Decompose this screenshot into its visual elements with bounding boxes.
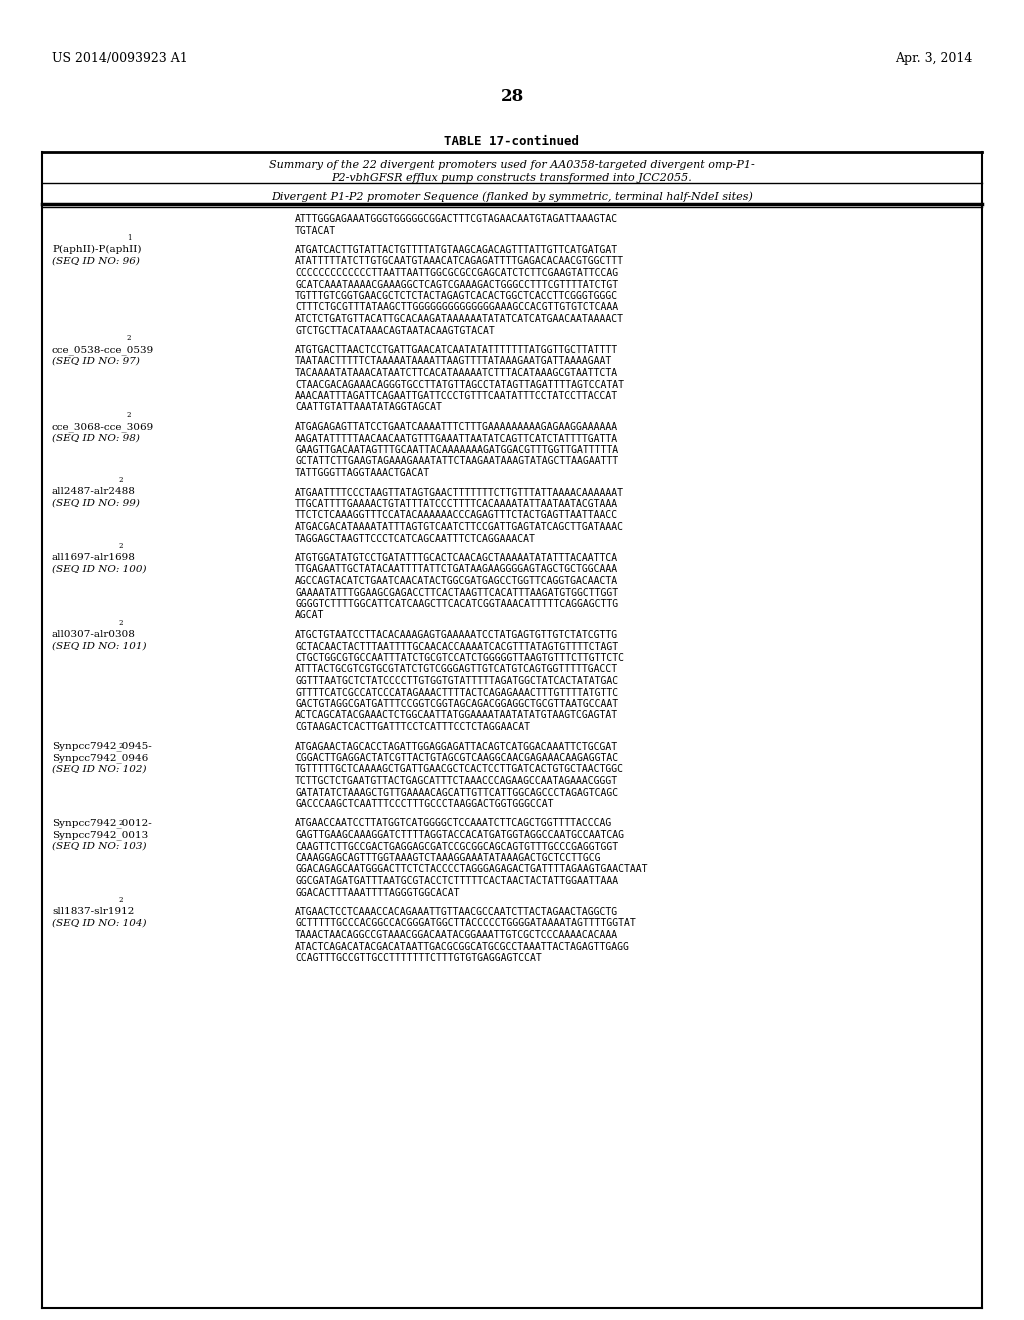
Text: GCTACAACTACTTTAATTTTGCAACACCAAAATCACGTTTATAGTGTTTTCTAGT: GCTACAACTACTTTAATTTTGCAACACCAAAATCACGTTT… xyxy=(295,642,618,652)
Text: CTTTCTGCGTTTATAAGCTTGGGGGGGGGGGGGGAAAGCCACGTTGTGTCTCAAA: CTTTCTGCGTTTATAAGCTTGGGGGGGGGGGGGGAAAGCC… xyxy=(295,302,618,313)
Text: ATACTCAGACATACGACATAATTGACGCGGCATGCGCCTAAATTACTAGAGTTGAGG: ATACTCAGACATACGACATAATTGACGCGGCATGCGCCTA… xyxy=(295,941,630,952)
Text: ATGTGACTTAACTCCTGATTGAACATCAATATATTTTTTTATGGTTGCTTATTTT: ATGTGACTTAACTCCTGATTGAACATCAATATATTTTTTT… xyxy=(295,345,618,355)
Text: GGTTTAATGCTCTATCCCCTTGTGGTGTATTTTTAGATGGCTATCACTATATGAC: GGTTTAATGCTCTATCCCCTTGTGGTGTATTTTTAGATGG… xyxy=(295,676,618,686)
Text: all2487-alr2488: all2487-alr2488 xyxy=(52,487,136,496)
Text: GGACAGAGCAATGGGACTTCTCTACCCCTAGGGAGAGACTGATTTTAGAAGTGAACTAAT: GGACAGAGCAATGGGACTTCTCTACCCCTAGGGAGAGACT… xyxy=(295,865,647,874)
Text: 2: 2 xyxy=(118,543,123,550)
Text: TACAAAATATAAACATAATCTTCACATAAAAATCTTTACATAAAGCGTAATTCTA: TACAAAATATAAACATAATCTTCACATAAAAATCTTTACA… xyxy=(295,368,618,378)
Text: P2-vbhGFSR efflux pump constructs transformed into JCC2055.: P2-vbhGFSR efflux pump constructs transf… xyxy=(332,173,692,183)
Text: 2: 2 xyxy=(119,742,123,750)
Text: cce_3068-cce_3069: cce_3068-cce_3069 xyxy=(52,422,155,432)
Text: all1697-alr1698: all1697-alr1698 xyxy=(52,553,136,562)
Text: GGCGATAGATGATTTAATGCGTACCTCTTTTTCACTAACTACTATTGGAATTAAA: GGCGATAGATGATTTAATGCGTACCTCTTTTTCACTAACT… xyxy=(295,876,618,886)
Text: CAAGTTCTTGCCGACTGAGGAGCGATCCGCGGCAGCAGTGTTTGCCCGAGGTGGT: CAAGTTCTTGCCGACTGAGGAGCGATCCGCGGCAGCAGTG… xyxy=(295,842,618,851)
Text: (SEQ ID NO: 104): (SEQ ID NO: 104) xyxy=(52,919,146,928)
Text: AAGATATTTTTAACAACAATGTTTGAAATTAATATCAGTTCATCTATTTTGATTA: AAGATATTTTTAACAACAATGTTTGAAATTAATATCAGTT… xyxy=(295,433,618,444)
Text: 2: 2 xyxy=(118,619,123,627)
Text: Apr. 3, 2014: Apr. 3, 2014 xyxy=(895,51,972,65)
Text: 2: 2 xyxy=(127,334,131,342)
Text: (SEQ ID NO: 101): (SEQ ID NO: 101) xyxy=(52,642,146,651)
Text: AGCAT: AGCAT xyxy=(295,610,325,620)
Text: GAAAATATTTGGAAGCGAGACCTTCACTAAGTTCACATTTAAGATGTGGCTTGGT: GAAAATATTTGGAAGCGAGACCTTCACTAAGTTCACATTT… xyxy=(295,587,618,598)
Text: Synpcc7942_0013: Synpcc7942_0013 xyxy=(52,830,148,840)
Text: CGGACTTGAGGACTATCGTTACTGTAGCGTCAAGGCAACGAGAAACAAGAGGTAC: CGGACTTGAGGACTATCGTTACTGTAGCGTCAAGGCAACG… xyxy=(295,752,618,763)
Text: 2: 2 xyxy=(118,477,123,484)
Text: Synpcc7942_0946: Synpcc7942_0946 xyxy=(52,752,148,763)
Text: TATTGGGTTAGGTAAACTGACAT: TATTGGGTTAGGTAAACTGACAT xyxy=(295,469,430,478)
Text: 1: 1 xyxy=(127,234,131,242)
Text: GACTGTAGGCGATGATTTCCGGTCGGTAGCAGACGGAGGCTGCGTTAATGCCAAT: GACTGTAGGCGATGATTTCCGGTCGGTAGCAGACGGAGGC… xyxy=(295,700,618,709)
Text: 2: 2 xyxy=(118,896,123,904)
Text: GATATATCTAAAGCTGTTGAAAACAGCATTGTTCATTGGCAGCCCTAGAGTCAGC: GATATATCTAAAGCTGTTGAAAACAGCATTGTTCATTGGC… xyxy=(295,788,618,797)
Text: P(aphII)-P(aphII): P(aphII)-P(aphII) xyxy=(52,246,141,255)
Text: TAAACTAACAGGCCGTAAACGGACAATACGGAAATTGTCGCTCCCAAAACACAAA: TAAACTAACAGGCCGTAAACGGACAATACGGAAATTGTCG… xyxy=(295,931,618,940)
Text: CGTAAGACTCACTTGATTTCCTCATTTCCTCTAGGAACAT: CGTAAGACTCACTTGATTTCCTCATTTCCTCTAGGAACAT xyxy=(295,722,530,733)
Text: GGACACTTTAAATTTTAGGGTGGCACAT: GGACACTTTAAATTTTAGGGTGGCACAT xyxy=(295,887,460,898)
Text: ATGAGAGAGTTATCCTGAATCAAAATTTCTTTGAAAAAAAAAGAGAAGGAAAAAA: ATGAGAGAGTTATCCTGAATCAAAATTTCTTTGAAAAAAA… xyxy=(295,422,618,432)
Text: TGTTTGTCGGTGAACGCTCTCTACTAGAGTCACACTGGCTCACCTTCGGGTGGGC: TGTTTGTCGGTGAACGCTCTCTACTAGAGTCACACTGGCT… xyxy=(295,290,618,301)
Text: ACTCAGCATACGAAACTCTGGCAATTATGGAAAATAATATATGTAAGTCGAGTAT: ACTCAGCATACGAAACTCTGGCAATTATGGAAAATAATAT… xyxy=(295,710,618,721)
Text: AGCCAGTACATCTGAATCAACATACTGGCGATGAGCCTGGTTCAGGTGACAACTA: AGCCAGTACATCTGAATCAACATACTGGCGATGAGCCTGG… xyxy=(295,576,618,586)
Text: GAGTTGAAGCAAAGGATCTTTTAGGTACCACATGATGGTAGGCCAATGCCAATCAG: GAGTTGAAGCAAAGGATCTTTTAGGTACCACATGATGGTA… xyxy=(295,830,624,840)
Text: Synpcc7942_0012-: Synpcc7942_0012- xyxy=(52,818,152,828)
Text: GACCCAAGCTCAATTTCCCTTTGCCCTAAGGACTGGTGGGCCAT: GACCCAAGCTCAATTTCCCTTTGCCCTAAGGACTGGTGGG… xyxy=(295,799,554,809)
Text: (SEQ ID NO: 100): (SEQ ID NO: 100) xyxy=(52,565,146,573)
Text: CTGCTGGCGTGCCAATTTATCTGCGTCCATCTGGGGGTTAAGTGTTTCTTGTTCTC: CTGCTGGCGTGCCAATTTATCTGCGTCCATCTGGGGGTTA… xyxy=(295,653,624,663)
Text: ATCTCTGATGTTACATTGCACAAGATAAAAAATATATCATCATGAACAATAAAACT: ATCTCTGATGTTACATTGCACAAGATAAAAAATATATCAT… xyxy=(295,314,624,323)
Text: Synpcc7942_0945-: Synpcc7942_0945- xyxy=(52,742,152,751)
Text: ATTTACTGCGTCGTGCGTATCTGTCGGGAGTTGTCATGTCAGTGGTTTTTGACCT: ATTTACTGCGTCGTGCGTATCTGTCGGGAGTTGTCATGTC… xyxy=(295,664,618,675)
Text: ATATTTTTATCTTGTGCAATGTAAACATCAGAGATTTTGAGACACAACGTGGCTTT: ATATTTTTATCTTGTGCAATGTAAACATCAGAGATTTTGA… xyxy=(295,256,624,267)
Text: CAAAGGAGCAGTTTGGTAAAGTCTAAAGGAAATATAAAGACTGCTCCTTGCG: CAAAGGAGCAGTTTGGTAAAGTCTAAAGGAAATATAAAGA… xyxy=(295,853,600,863)
Text: (SEQ ID NO: 102): (SEQ ID NO: 102) xyxy=(52,764,146,774)
Text: TABLE 17-continued: TABLE 17-continued xyxy=(444,135,580,148)
Text: (SEQ ID NO: 103): (SEQ ID NO: 103) xyxy=(52,842,146,850)
Text: TTGAGAATTGCTATACAATTTTATTCTGATAAGAAGGGGAGTAGCTGCTGGCAAA: TTGAGAATTGCTATACAATTTTATTCTGATAAGAAGGGGA… xyxy=(295,565,618,574)
Text: US 2014/0093923 A1: US 2014/0093923 A1 xyxy=(52,51,187,65)
Text: TAATAACTTTTTCTAAAAATAAAATTAAGTTTTATAAAGAATGATTAAAAGAAT: TAATAACTTTTTCTAAAAATAAAATTAAGTTTTATAAAGA… xyxy=(295,356,612,367)
Text: sll1837-slr1912: sll1837-slr1912 xyxy=(52,907,134,916)
Text: Divergent P1-P2 promoter Sequence (flanked by symmetric, terminal half-NdeI site: Divergent P1-P2 promoter Sequence (flank… xyxy=(271,191,753,202)
Text: ATTTGGGAGAAATGGGTGGGGGCGGACTTTCGTAGAACAATGTAGATTAAAGTAC: ATTTGGGAGAAATGGGTGGGGGCGGACTTTCGTAGAACAA… xyxy=(295,214,618,224)
Text: all0307-alr0308: all0307-alr0308 xyxy=(52,630,136,639)
Text: ATGCTGTAATCCTTACACAAAGAGTGAAAAATCCTATGAGTGTTGTCTATCGTTG: ATGCTGTAATCCTTACACAAAGAGTGAAAAATCCTATGAG… xyxy=(295,630,618,640)
Text: (SEQ ID NO: 96): (SEQ ID NO: 96) xyxy=(52,256,140,265)
Text: 28: 28 xyxy=(501,88,523,106)
Text: CTAACGACAGAAACAGGGTGCCTTATGTTAGCCTATAGTTAGATTTTAGTCCATAT: CTAACGACAGAAACAGGGTGCCTTATGTTAGCCTATAGTT… xyxy=(295,380,624,389)
Text: GCTATTCTTGAAGTAGAAAGAAATATTCTAAGAATAAAGTATAGCTTAAGAATTT: GCTATTCTTGAAGTAGAAAGAAATATTCTAAGAATAAAGT… xyxy=(295,457,618,466)
Text: GCTTTTTGCCCACGGCCACGGGATGGCTTACCCCCTGGGGATAAAATAGTTTTGGTAT: GCTTTTTGCCCACGGCCACGGGATGGCTTACCCCCTGGGG… xyxy=(295,919,636,928)
Text: GTCTGCTTACATAAACAGTAATACAAGTGTACAT: GTCTGCTTACATAAACAGTAATACAAGTGTACAT xyxy=(295,326,495,335)
Text: CCCCCCCCCCCCCTTAATTAATTGGCGCGCCGAGCATCTCTTCGAAGTATTCCAG: CCCCCCCCCCCCCTTAATTAATTGGCGCGCCGAGCATCTC… xyxy=(295,268,618,279)
Text: ATGAACTCCTCAAACCACAGAAATTGTTAACGCCAATCTTACTAGAACTAGGCTG: ATGAACTCCTCAAACCACAGAAATTGTTAACGCCAATCTT… xyxy=(295,907,618,917)
Text: (SEQ ID NO: 97): (SEQ ID NO: 97) xyxy=(52,356,140,366)
Text: CAATTGTATTAAATATAGGTAGCAT: CAATTGTATTAAATATAGGTAGCAT xyxy=(295,403,442,412)
Text: TAGGAGCTAAGTTCCCTCATCAGCAATTTCTCAGGAAACAT: TAGGAGCTAAGTTCCCTCATCAGCAATTTCTCAGGAAACA… xyxy=(295,533,536,544)
Text: cce_0538-cce_0539: cce_0538-cce_0539 xyxy=(52,345,155,355)
Text: TGTTTTTGCTCAAAAGCTGATTGAACGCTCACTCCTTGATCACTGTGCTAACTGGC: TGTTTTTGCTCAAAAGCTGATTGAACGCTCACTCCTTGAT… xyxy=(295,764,624,775)
Text: AAACAATTTAGATTCAGAATTGATTCCCTGTTTCAATATTTCCTATCCTTACCAT: AAACAATTTAGATTCAGAATTGATTCCCTGTTTCAATATT… xyxy=(295,391,618,401)
Text: ATGATCACTTGTATTACTGTTTTATGTAAGCAGACAGTTTATTGTTCATGATGAT: ATGATCACTTGTATTACTGTTTTATGTAAGCAGACAGTTT… xyxy=(295,246,618,255)
Text: (SEQ ID NO: 99): (SEQ ID NO: 99) xyxy=(52,499,140,508)
Text: ATGAATTTTCCCTAAGTTATAGTGAACTTTTTTTCTTGTTTATTAAAACAAAAAAT: ATGAATTTTCCCTAAGTTATAGTGAACTTTTTTTCTTGTT… xyxy=(295,487,624,498)
Text: ATGTGGATATGTCCTGATATTTGCACTCAACAGCTAAAAATATATTTACAATTCA: ATGTGGATATGTCCTGATATTTGCACTCAACAGCTAAAAA… xyxy=(295,553,618,564)
Text: TTCTCTCAAAGGTTTCCATACAAAAAACCCAGAGTTTCTACTGAGTTAATTAACC: TTCTCTCAAAGGTTTCCATACAAAAAACCCAGAGTTTCTA… xyxy=(295,511,618,520)
Text: GCATCAAATAAAACGAAAGGCTCAGTCGAAAGACTGGGCCTTTCGTTTTATCTGT: GCATCAAATAAAACGAAAGGCTCAGTCGAAAGACTGGGCC… xyxy=(295,280,618,289)
Text: ATGAGAACTAGCACCTAGATTGGAGGAGATTACAGTCATGGACAAATTCTGCGAT: ATGAGAACTAGCACCTAGATTGGAGGAGATTACAGTCATG… xyxy=(295,742,618,751)
Text: TGTACAT: TGTACAT xyxy=(295,226,336,235)
Text: (SEQ ID NO: 98): (SEQ ID NO: 98) xyxy=(52,433,140,442)
Text: ATGACGACATAAAATATTTAGTGTCAATCTTCCGATTGAGTATCAGCTTGATAAAC: ATGACGACATAAAATATTTAGTGTCAATCTTCCGATTGAG… xyxy=(295,521,624,532)
Text: 2: 2 xyxy=(127,411,131,418)
Text: CCAGTTTGCCGTTGCCTTTTTTTCTTTGTGTGAGGAGTCCAT: CCAGTTTGCCGTTGCCTTTTTTTCTTTGTGTGAGGAGTCC… xyxy=(295,953,542,964)
Text: Summary of the 22 divergent promoters used for AA0358-targeted divergent omp-P1-: Summary of the 22 divergent promoters us… xyxy=(269,160,755,170)
Text: GGGGTCTTTTGGCATTCATCAAGCTTCACATCGGTAAACATTTTTCAGGAGCTTG: GGGGTCTTTTGGCATTCATCAAGCTTCACATCGGTAAACA… xyxy=(295,599,618,609)
Text: GTTTTCATCGCCATCCCATAGAAACTTTTACTCAGAGAAACTTTGTTTTATGTTC: GTTTTCATCGCCATCCCATAGAAACTTTTACTCAGAGAAA… xyxy=(295,688,618,697)
Text: TCTTGCTCTGAATGTTACTGAGCATTTCTAAACCCAGAAGCCAATAGAAACGGGT: TCTTGCTCTGAATGTTACTGAGCATTTCTAAACCCAGAAG… xyxy=(295,776,618,785)
Text: TTGCATTTTGAAAACTGTATTTATCCCTTTTCACAAAATATTAATAATACGTAAA: TTGCATTTTGAAAACTGTATTTATCCCTTTTCACAAAATA… xyxy=(295,499,618,510)
Text: ATGAACCAATCCTTATGGTCATGGGGCTCCAAATCTTCAGCTGGTTTTACCCAG: ATGAACCAATCCTTATGGTCATGGGGCTCCAAATCTTCAG… xyxy=(295,818,612,829)
Text: 2: 2 xyxy=(119,818,123,828)
Text: GAAGTTGACAATAGTTTGCAATTACAAAAAAAGATGGACGTTTGGTTGATTTTTA: GAAGTTGACAATAGTTTGCAATTACAAAAAAAGATGGACG… xyxy=(295,445,618,455)
